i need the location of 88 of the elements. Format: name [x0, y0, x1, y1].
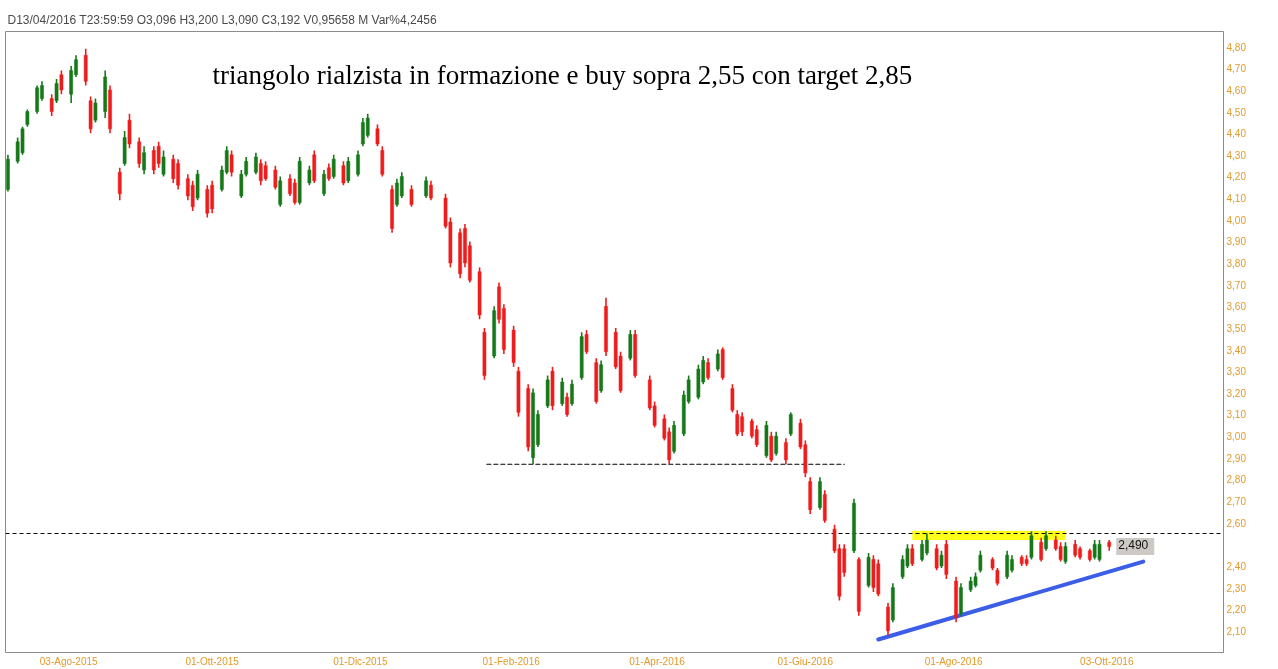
- candlestick: [142, 145, 146, 176]
- y-tick-label: 3,10: [1226, 409, 1247, 421]
- candlestick: [769, 431, 774, 463]
- candlestick: [1063, 541, 1068, 565]
- candlestick: [429, 180, 433, 202]
- candlestick: [730, 383, 735, 414]
- y-tick-label: 2,60: [1226, 517, 1247, 529]
- y-tick-label: 3,50: [1226, 322, 1247, 334]
- y-tick-label: 4,50: [1226, 106, 1247, 118]
- y-tick-label: 2,30: [1226, 582, 1247, 594]
- candlestick: [331, 154, 336, 180]
- candlestick: [570, 379, 574, 407]
- y-tick-label: 2,10: [1226, 625, 1247, 637]
- candlestick: [424, 175, 428, 199]
- candlestick: [49, 93, 54, 117]
- x-tick-label: 01-Feb-2016: [482, 655, 541, 667]
- y-tick-label: 2,90: [1226, 452, 1247, 464]
- candlestick: [356, 149, 360, 178]
- candlestick: [254, 151, 258, 176]
- y-tick-label: 2,70: [1226, 496, 1247, 508]
- y-tick-label: 4,20: [1226, 171, 1247, 183]
- candlestick: [560, 376, 565, 407]
- chart-subtitle: D13/04/2016 T23:59:59 O3,096 H3,200 L3,090 C3,192 V0,95658 M Var%4,2456: [7, 12, 438, 27]
- candlestick: [161, 149, 166, 178]
- candlestick: [171, 154, 176, 184]
- candlestick: [195, 169, 200, 202]
- candlestick: [886, 601, 890, 636]
- candlestick: [229, 149, 234, 178]
- y-tick-label: 3,30: [1226, 366, 1247, 378]
- candlestick: [341, 160, 346, 186]
- candlestick: [127, 112, 132, 150]
- y-tick-label: 4,60: [1226, 84, 1247, 96]
- y-tick-label: 3,90: [1226, 236, 1247, 248]
- candlestick: [584, 329, 589, 355]
- candlestick: [59, 69, 64, 96]
- candlestick: [706, 357, 710, 381]
- candlestick: [565, 392, 569, 418]
- y-tick-label: 3,80: [1226, 258, 1247, 270]
- y-tick-label: 3,20: [1226, 387, 1247, 399]
- candlestick: [117, 167, 122, 202]
- candlestick: [346, 156, 351, 184]
- y-tick-label: 4,70: [1226, 63, 1247, 75]
- candlestick: [628, 329, 633, 362]
- x-tick-label: 01-Ago-2016: [924, 655, 983, 667]
- candlestick: [774, 431, 778, 457]
- y-tick-label: 4,80: [1226, 41, 1247, 53]
- y-tick-label: 4,10: [1226, 193, 1247, 205]
- candlestick: [322, 169, 326, 197]
- x-tick-label: 03-Ott-2016: [1080, 655, 1134, 667]
- y-tick-label: 3,40: [1226, 344, 1247, 356]
- candlestick: [784, 437, 788, 466]
- y-tick-label: 2,80: [1226, 474, 1247, 486]
- candlestick: [735, 409, 740, 437]
- y-tick-label: 2,20: [1226, 604, 1247, 616]
- candlestick: [278, 175, 283, 208]
- candlestick: [409, 184, 414, 208]
- annotation: triangolo rialzista in formazione e buy sopra 2,55 con target 2,85: [212, 59, 913, 90]
- candlestick: [93, 97, 98, 124]
- candlestick: [715, 348, 720, 373]
- candlestick: [54, 78, 59, 104]
- y-tick-label: 3,60: [1226, 301, 1247, 313]
- candlestick: [978, 550, 983, 574]
- candlestick: [380, 145, 385, 178]
- y-tick-label: 2,40: [1226, 560, 1247, 572]
- candlestick: [137, 136, 142, 169]
- y-tick-label: 3,00: [1226, 431, 1247, 443]
- candlestick: [307, 164, 312, 186]
- y-tick-label: 4,30: [1226, 149, 1247, 161]
- x-tick-label: 01-Dic-2015: [333, 655, 389, 667]
- candlestick: [205, 184, 210, 219]
- y-tick-label: 4,00: [1226, 214, 1247, 226]
- candlestick: [788, 411, 793, 437]
- candlestick: [1044, 530, 1048, 552]
- candlestick: [934, 543, 939, 572]
- candlestick: [292, 177, 297, 206]
- y-tick-label: 4,40: [1226, 128, 1247, 140]
- y-tick-label: 3,70: [1226, 279, 1247, 291]
- x-tick-label: 01-Ott-2015: [185, 655, 240, 667]
- candlestick: [273, 164, 278, 191]
- x-tick-label: 01-Giu-2016: [777, 655, 834, 667]
- candlestick: [263, 160, 268, 182]
- x-tick-label: 01-Apr-2016: [629, 655, 686, 667]
- candlestick: [910, 543, 915, 567]
- candlestick: [375, 123, 380, 147]
- candlestick: [1029, 530, 1034, 561]
- candlestick: [1039, 537, 1043, 563]
- annotation: 2,490: [1118, 537, 1149, 552]
- x-tick-label: 03-Ago-2015: [39, 655, 99, 667]
